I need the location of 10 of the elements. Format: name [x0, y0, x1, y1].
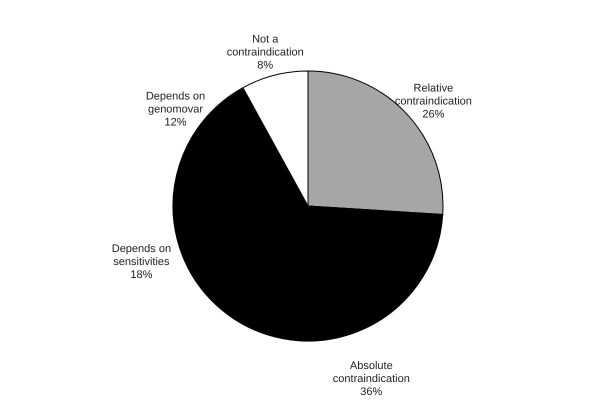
data-label: 12%: [164, 116, 187, 128]
data-label: 26%: [422, 108, 445, 120]
data-label: 36%: [360, 386, 383, 398]
slice-label: Relative contraindication: [394, 82, 472, 108]
slice-label: Absolute contraindication: [332, 360, 410, 385]
data-label: 18%: [130, 268, 153, 281]
slice-label: Depends on sensitivities: [112, 242, 172, 268]
slice-label: Depends on genomovar: [146, 90, 206, 116]
data-label: 8%: [257, 59, 274, 72]
slice-label: Not a contraindication: [226, 33, 304, 58]
